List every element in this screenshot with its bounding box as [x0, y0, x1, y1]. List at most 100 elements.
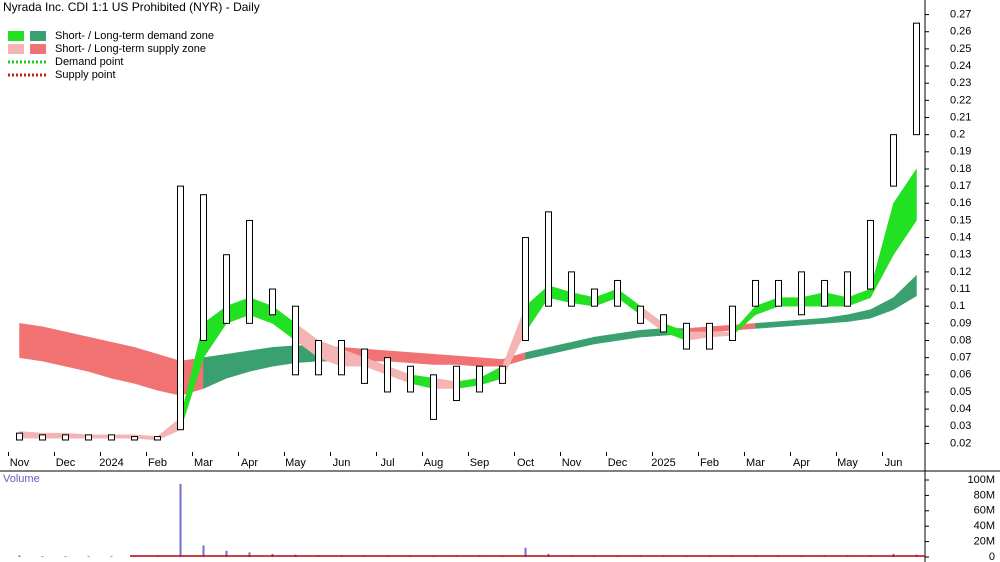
y-tick-label: 40M	[974, 520, 995, 532]
long-zone-segment	[203, 353, 227, 389]
price-bar	[108, 434, 115, 441]
legend-swatch	[8, 31, 24, 41]
y-tick-label: 100M	[967, 474, 995, 486]
price-bar	[430, 374, 437, 420]
long-zone-segment	[755, 321, 779, 329]
price-bar	[844, 271, 851, 307]
x-tick-label: Nov	[10, 457, 30, 469]
y-tick-label: 60M	[974, 505, 995, 517]
long-zone-segment	[893, 274, 917, 311]
short-zone-segment	[893, 168, 917, 256]
x-tick-label: Feb	[700, 457, 719, 469]
price-bar	[453, 365, 460, 402]
volume-bar	[179, 483, 182, 557]
y-tick-label: 0.17	[950, 180, 971, 192]
y-tick-label: 0.13	[950, 249, 971, 261]
price-bar	[591, 288, 598, 307]
price-bar	[200, 194, 207, 341]
price-bar	[85, 434, 92, 441]
y-tick-label: 0.19	[950, 146, 971, 158]
long-zone-segment	[824, 314, 848, 324]
price-bar	[775, 279, 782, 307]
long-zone-segment	[249, 347, 273, 372]
volume-bar	[225, 550, 228, 557]
volume-bar	[248, 552, 251, 557]
y-tick-label: 0.03	[950, 420, 971, 432]
y-tick-label: 0.12	[950, 266, 971, 278]
long-zone-segment	[870, 297, 894, 319]
y-tick-label: 0.21	[950, 111, 971, 123]
volume-bar	[110, 556, 113, 557]
price-bar	[269, 288, 276, 316]
long-zone-segment	[801, 317, 825, 326]
x-tick-label: Apr	[793, 457, 810, 469]
price-bar	[154, 436, 161, 441]
x-tick-label: Dec	[56, 457, 76, 469]
y-tick-label: 0.08	[950, 334, 971, 346]
long-zone-segment	[111, 341, 135, 384]
legend-label: Short- / Long-term demand zone	[55, 30, 214, 42]
legend-label: Supply point	[55, 69, 116, 81]
volume-bar	[202, 545, 205, 557]
long-zone-segment	[134, 347, 158, 391]
price-bar	[752, 279, 759, 307]
price-bar	[177, 185, 184, 431]
long-zone-segment	[847, 309, 871, 322]
volume-bar	[18, 555, 21, 557]
y-tick-label: 80M	[974, 489, 995, 501]
x-tick-label: 2025	[651, 457, 675, 469]
y-tick-label: 0.2	[950, 129, 965, 141]
x-tick-label: Aug	[424, 457, 444, 469]
long-zone-segment	[456, 355, 480, 367]
price-bar	[637, 305, 644, 324]
price-bar	[384, 357, 391, 393]
price-bar	[361, 348, 368, 384]
legend-label: Short- / Long-term supply zone	[55, 43, 206, 55]
x-tick-label: Dec	[608, 457, 628, 469]
long-zone-segment	[42, 326, 66, 367]
price-bar	[568, 271, 575, 307]
price-bar	[798, 271, 805, 316]
price-bar	[867, 219, 874, 290]
volume-title: Volume	[3, 473, 40, 485]
price-bar	[913, 22, 920, 136]
chart-title: Nyrada Inc. CDI 1:1 US Prohibited (NYR) …	[3, 0, 260, 14]
legend-label: Demand point	[55, 56, 124, 68]
legend-swatch	[30, 44, 46, 54]
x-tick-label: Feb	[148, 457, 167, 469]
y-tick-label: 0	[989, 551, 995, 562]
price-bar	[315, 340, 322, 376]
y-tick-label: 0.05	[950, 386, 971, 398]
x-tick-label: Jul	[380, 457, 394, 469]
y-tick-label: 0.07	[950, 352, 971, 364]
y-tick-label: 0.25	[950, 43, 971, 55]
x-tick-label: Apr	[241, 457, 258, 469]
price-bar	[706, 322, 713, 350]
x-tick-label: Jun	[333, 457, 351, 469]
long-zone-segment	[433, 353, 457, 365]
y-tick-label: 0.04	[950, 403, 971, 415]
price-bar	[821, 279, 828, 307]
long-zone-segment	[778, 319, 802, 328]
x-tick-label: May	[285, 457, 306, 469]
volume-bar	[524, 547, 527, 557]
price-bar	[62, 434, 69, 441]
legend-swatch	[30, 31, 46, 41]
long-zone-segment	[594, 333, 618, 345]
price-bar	[131, 436, 138, 441]
x-tick-label: Nov	[562, 457, 582, 469]
price-bar	[522, 237, 529, 341]
x-tick-label: Mar	[194, 457, 213, 469]
y-tick-label: 20M	[974, 536, 995, 548]
price-bar	[890, 134, 897, 187]
y-tick-label: 0.11	[950, 283, 971, 295]
y-tick-label: 0.15	[950, 214, 971, 226]
volume-bar	[64, 556, 67, 557]
long-zone-segment	[525, 347, 549, 360]
y-tick-label: 0.14	[950, 231, 971, 243]
long-zone-segment	[548, 341, 572, 355]
price-bar	[338, 340, 345, 376]
y-tick-label: 0.26	[950, 26, 971, 38]
long-zone-segment	[617, 329, 641, 341]
x-tick-label: Oct	[517, 457, 534, 469]
